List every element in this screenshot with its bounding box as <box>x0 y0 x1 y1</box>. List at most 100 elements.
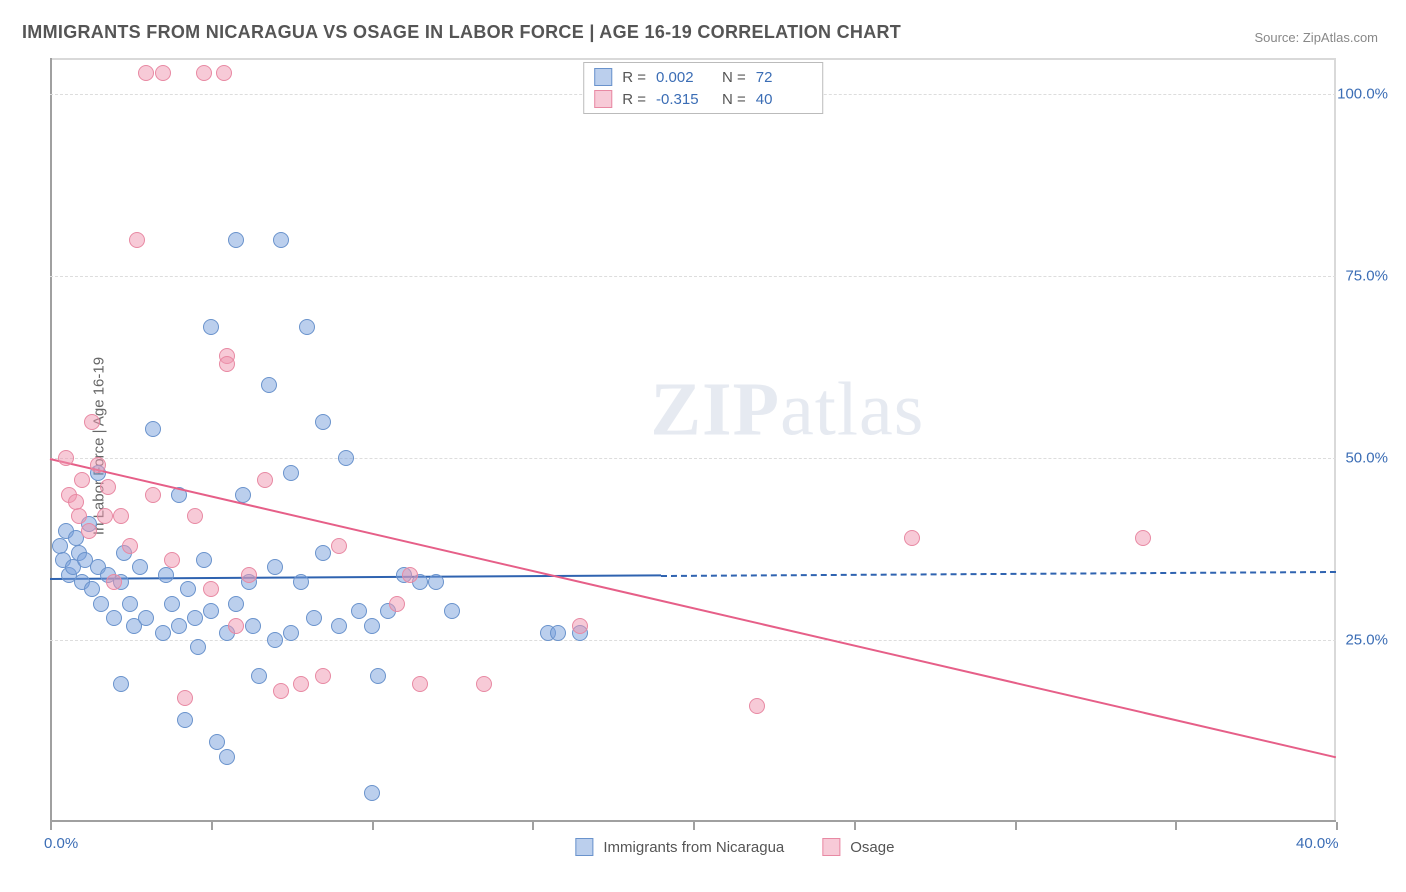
data-point <box>228 596 244 612</box>
n-value: 72 <box>756 69 812 86</box>
xtick-mark <box>1175 822 1177 830</box>
data-point <box>155 65 171 81</box>
data-point <box>476 676 492 692</box>
data-point <box>444 603 460 619</box>
legend-label: Immigrants from Nicaragua <box>603 839 784 856</box>
data-point <box>177 712 193 728</box>
data-point <box>187 610 203 626</box>
data-point <box>113 508 129 524</box>
data-point <box>749 698 765 714</box>
data-point <box>331 618 347 634</box>
data-point <box>155 625 171 641</box>
data-point <box>338 450 354 466</box>
gridline <box>50 640 1336 641</box>
data-point <box>241 567 257 583</box>
data-point <box>216 65 232 81</box>
data-point <box>283 465 299 481</box>
xtick-mark <box>693 822 695 830</box>
data-point <box>550 625 566 641</box>
data-point <box>52 538 68 554</box>
r-label: R = <box>622 69 646 86</box>
data-point <box>100 479 116 495</box>
gridline <box>50 276 1336 277</box>
data-point <box>97 508 113 524</box>
data-point <box>138 65 154 81</box>
data-point <box>351 603 367 619</box>
data-point <box>190 639 206 655</box>
data-point <box>81 523 97 539</box>
data-point <box>257 472 273 488</box>
data-point <box>68 494 84 510</box>
data-point <box>904 530 920 546</box>
xtick-mark <box>1015 822 1017 830</box>
swatch-icon <box>594 90 612 108</box>
data-point <box>228 618 244 634</box>
r-value: -0.315 <box>656 91 712 108</box>
xtick-label: 0.0% <box>44 835 78 852</box>
data-point <box>106 610 122 626</box>
data-point <box>209 734 225 750</box>
data-point <box>402 567 418 583</box>
data-point <box>306 610 322 626</box>
data-point <box>177 690 193 706</box>
data-point <box>364 785 380 801</box>
data-point <box>293 676 309 692</box>
chart-title: IMMIGRANTS FROM NICARAGUA VS OSAGE IN LA… <box>22 22 901 43</box>
y-axis <box>50 58 52 822</box>
xtick-mark <box>372 822 374 830</box>
data-point <box>389 596 405 612</box>
stats-legend-box: R = 0.002 N = 72 R = -0.315 N = 40 <box>583 62 823 114</box>
data-point <box>122 596 138 612</box>
xtick-mark <box>532 822 534 830</box>
data-point <box>164 596 180 612</box>
data-point <box>196 552 212 568</box>
data-point <box>219 356 235 372</box>
data-point <box>180 581 196 597</box>
stats-row: R = 0.002 N = 72 <box>594 66 812 88</box>
data-point <box>267 559 283 575</box>
data-point <box>122 538 138 554</box>
data-point <box>273 232 289 248</box>
legend-item: Immigrants from Nicaragua <box>575 838 784 856</box>
stats-row: R = -0.315 N = 40 <box>594 88 812 110</box>
swatch-icon <box>822 838 840 856</box>
data-point <box>93 596 109 612</box>
data-point <box>203 319 219 335</box>
swatch-icon <box>575 838 593 856</box>
n-label: N = <box>722 69 746 86</box>
source-label: Source: ZipAtlas.com <box>1254 30 1378 45</box>
data-point <box>196 65 212 81</box>
xtick-mark <box>50 822 52 830</box>
data-point <box>145 487 161 503</box>
ytick-label: 25.0% <box>1345 632 1388 649</box>
data-point <box>283 625 299 641</box>
data-point <box>299 319 315 335</box>
data-point <box>71 508 87 524</box>
data-point <box>1135 530 1151 546</box>
data-point <box>74 472 90 488</box>
data-point <box>315 668 331 684</box>
data-point <box>84 581 100 597</box>
xtick-mark <box>1336 822 1338 830</box>
data-point <box>412 676 428 692</box>
data-point <box>84 414 100 430</box>
data-point <box>267 632 283 648</box>
ytick-label: 75.0% <box>1345 268 1388 285</box>
data-point <box>138 610 154 626</box>
data-point <box>251 668 267 684</box>
data-point <box>129 232 145 248</box>
data-point <box>315 545 331 561</box>
data-point <box>171 618 187 634</box>
data-point <box>315 414 331 430</box>
data-point <box>187 508 203 524</box>
gridline <box>50 458 1336 459</box>
data-point <box>293 574 309 590</box>
data-point <box>428 574 444 590</box>
data-point <box>203 603 219 619</box>
data-point <box>331 538 347 554</box>
data-point <box>203 581 219 597</box>
data-point <box>106 574 122 590</box>
legend-item: Osage <box>822 838 894 856</box>
data-point <box>219 749 235 765</box>
data-point <box>228 232 244 248</box>
